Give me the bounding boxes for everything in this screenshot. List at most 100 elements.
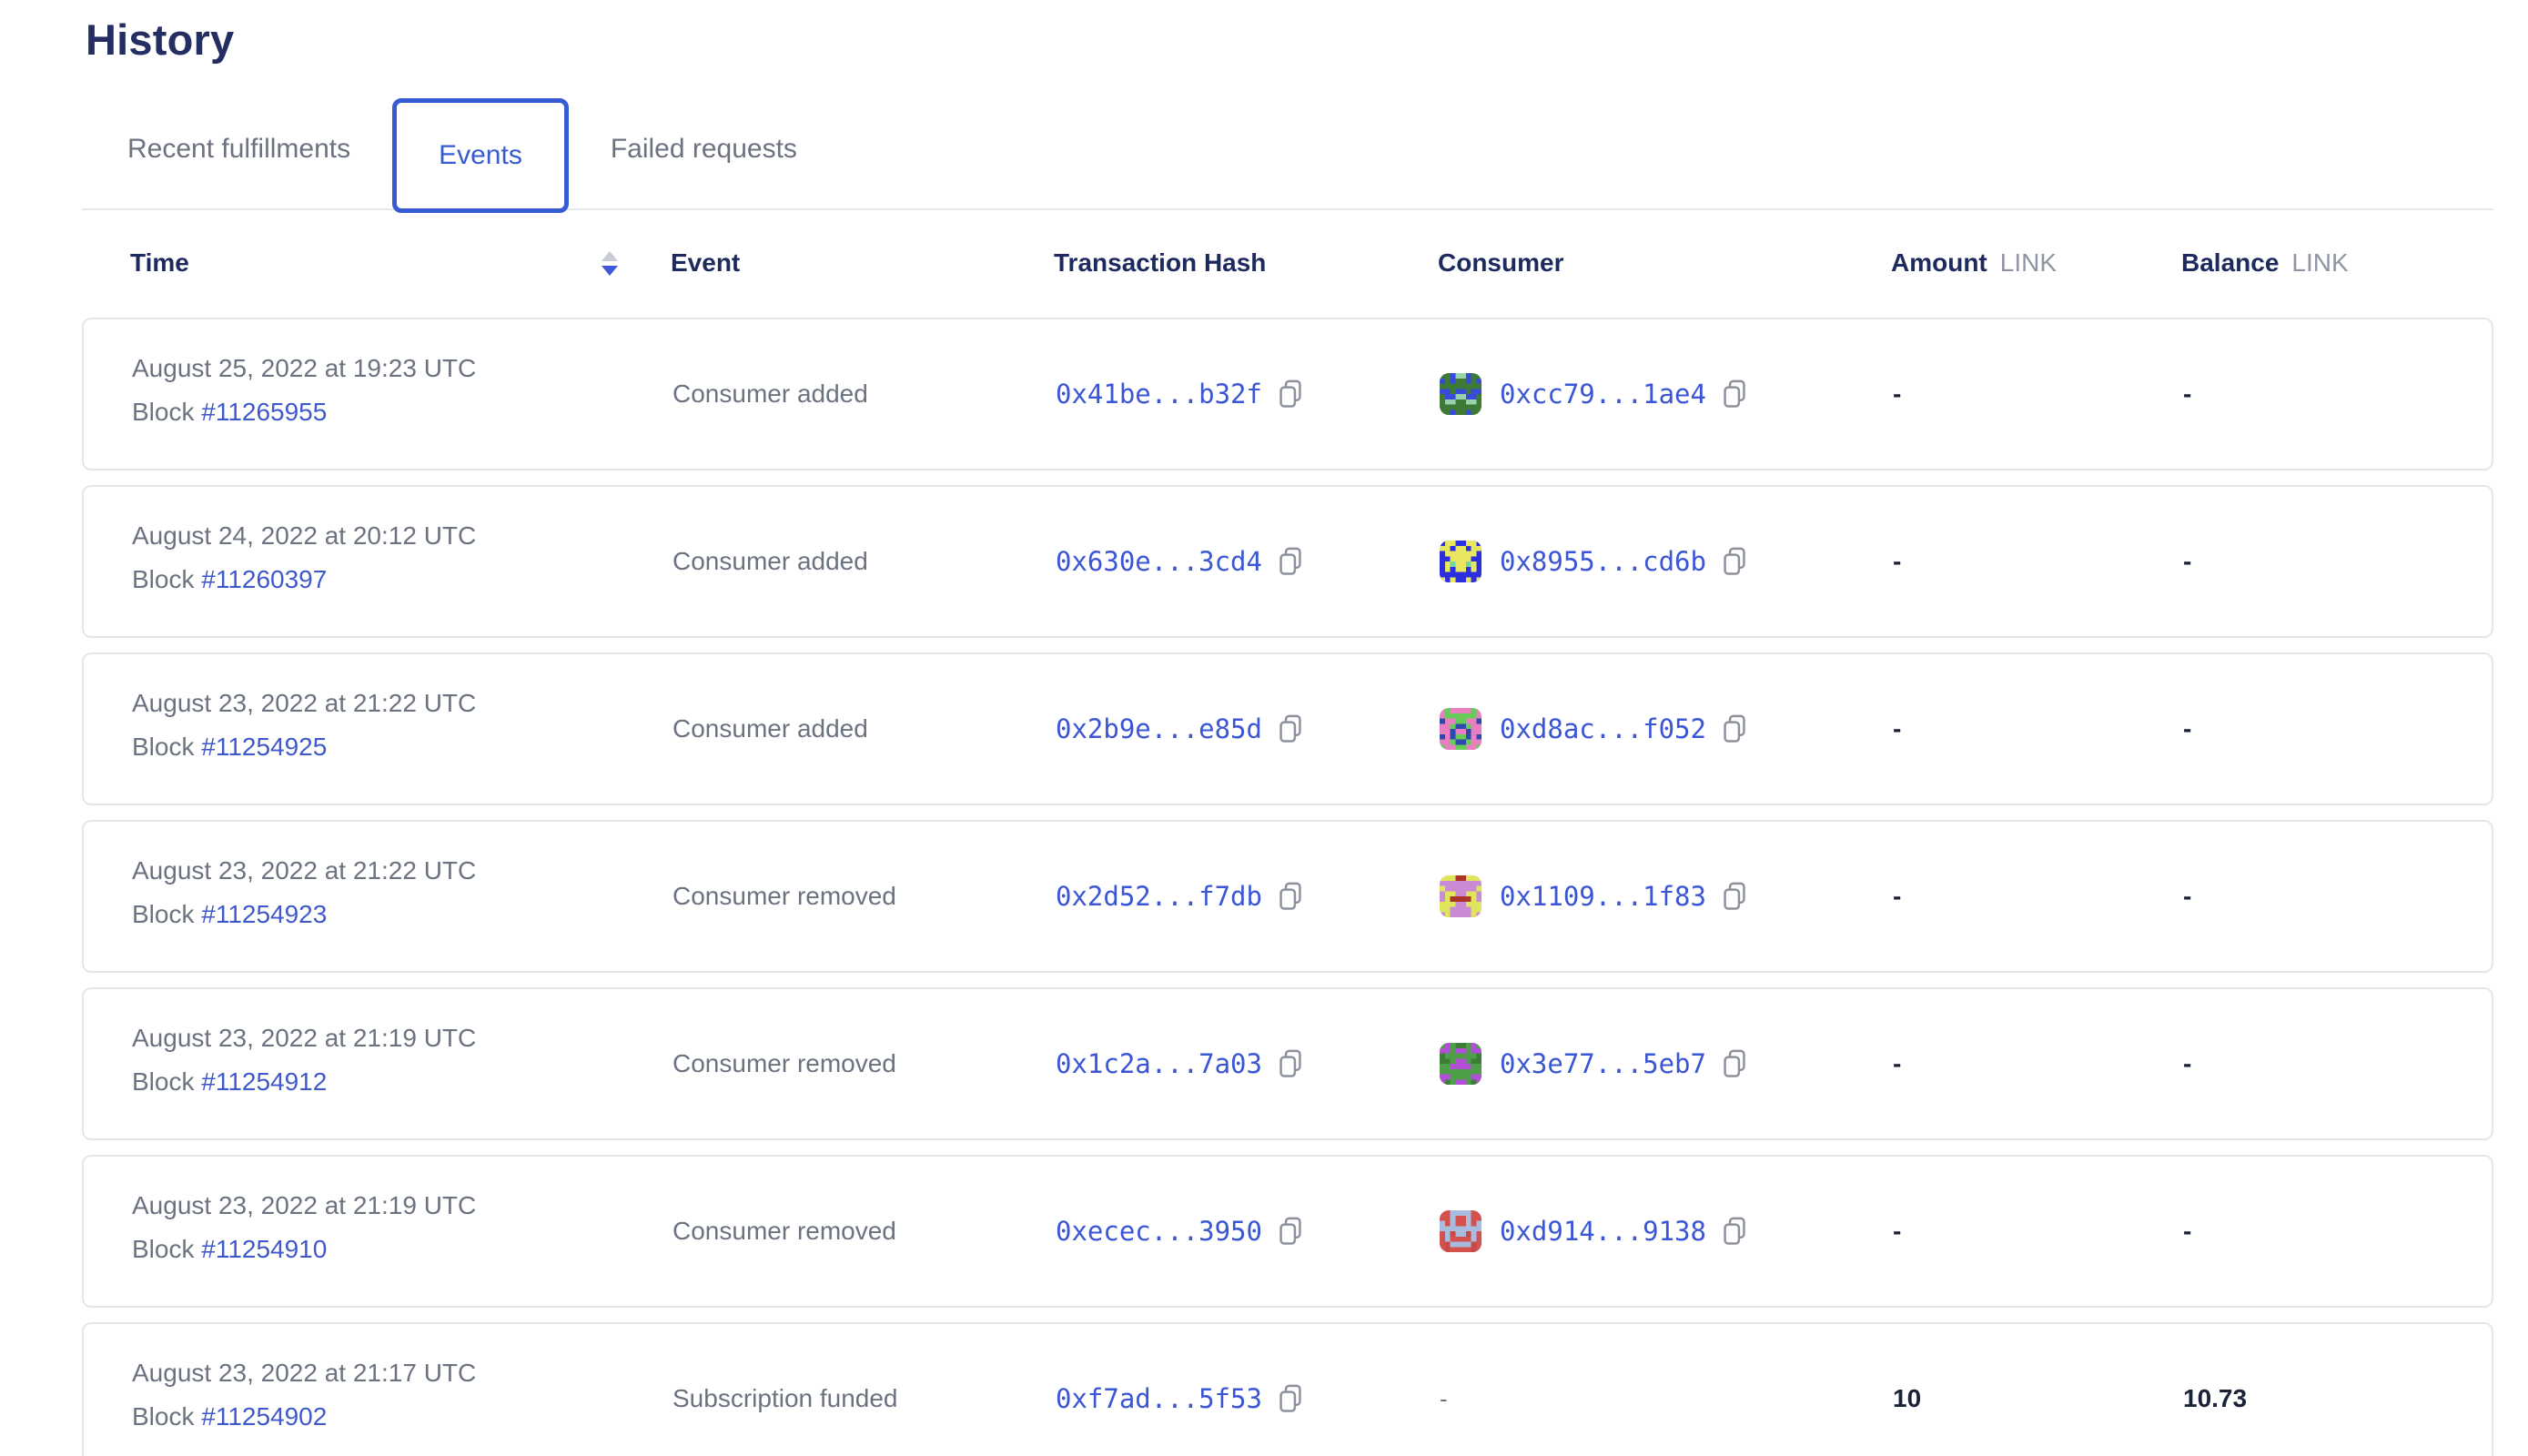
consumer-cell: - - <box>1440 1385 1893 1413</box>
identicon-green-pink <box>1440 708 1481 750</box>
transaction-hash-link[interactable]: 0x630e...3cd4 <box>1056 546 1262 577</box>
transaction-hash-link[interactable]: 0xf7ad...5f53 <box>1056 1383 1262 1414</box>
block-number-link[interactable]: #11254923 <box>201 900 328 928</box>
consumer-address-link[interactable]: 0x1109...1f83 <box>1500 881 1706 912</box>
column-unit-link: LINK <box>1999 248 2058 277</box>
row-balance: 10.73 <box>2183 1384 2248 1412</box>
copy-icon[interactable] <box>1277 1049 1304 1078</box>
row-timestamp: August 24, 2022 at 20:12 UTC <box>132 521 477 550</box>
copy-icon[interactable] <box>1721 379 1748 409</box>
row-event-type: Consumer added <box>672 547 868 575</box>
event-cell: Consumer removed <box>672 1217 1056 1246</box>
transaction-hash-link[interactable]: 0x2b9e...e85d <box>1056 713 1262 744</box>
sort-arrow-down-icon <box>602 265 618 276</box>
event-cell: Consumer added <box>672 547 1056 576</box>
consumer-empty-dash: - <box>1440 1384 1448 1412</box>
copy-icon[interactable] <box>1277 882 1304 911</box>
balance-cell: - <box>2183 882 2492 911</box>
time-cell: August 23, 2022 at 21:17 UTC Block #1125… <box>132 1359 672 1431</box>
block-number-link[interactable]: #11265955 <box>201 398 328 426</box>
amount-cell: - <box>1893 882 2183 911</box>
copy-icon[interactable] <box>1277 1384 1304 1413</box>
time-cell: August 23, 2022 at 21:22 UTC Block #1125… <box>132 856 672 929</box>
tab-events[interactable]: Events <box>392 98 569 213</box>
transaction-hash-cell: 0x2b9e...e85d <box>1056 713 1440 744</box>
row-timestamp: August 23, 2022 at 21:19 UTC <box>132 1024 477 1052</box>
row-balance: - <box>2183 547 2192 575</box>
tab-recent-fulfillments[interactable]: Recent fulfillments <box>127 134 351 164</box>
row-timestamp: August 23, 2022 at 21:17 UTC <box>132 1359 477 1387</box>
row-amount: - <box>1893 714 1902 743</box>
copy-icon[interactable] <box>1721 1049 1748 1078</box>
transaction-hash-link[interactable]: 0x1c2a...7a03 <box>1056 1048 1262 1079</box>
amount-cell: - <box>1893 714 2183 743</box>
row-timestamp: August 23, 2022 at 21:22 UTC <box>132 689 477 717</box>
event-cell: Subscription funded <box>672 1384 1056 1413</box>
row-amount: - <box>1893 379 1902 408</box>
block-prefix: Block <box>132 1402 202 1431</box>
consumer-address-link[interactable]: 0xd8ac...f052 <box>1500 713 1706 744</box>
time-cell: August 25, 2022 at 19:23 UTC Block #1126… <box>132 354 672 427</box>
block-number-link[interactable]: #11254925 <box>201 733 328 761</box>
block-number-link[interactable]: #11254910 <box>201 1235 328 1263</box>
sort-descending-icon[interactable] <box>602 250 618 276</box>
event-cell: Consumer removed <box>672 1049 1056 1078</box>
table-row: August 23, 2022 at 21:19 UTC Block #1125… <box>82 987 2493 1140</box>
block-prefix: Block <box>132 900 202 928</box>
copy-icon[interactable] <box>1277 547 1304 576</box>
block-prefix: Block <box>132 1067 202 1096</box>
copy-icon[interactable] <box>1277 379 1304 409</box>
event-cell: Consumer removed <box>672 882 1056 911</box>
row-block-line: Block #11254910 <box>132 1235 327 1264</box>
transaction-hash-cell: 0x630e...3cd4 <box>1056 546 1440 577</box>
block-number-link[interactable]: #11254912 <box>201 1067 328 1096</box>
time-cell: August 24, 2022 at 20:12 UTC Block #1126… <box>132 521 672 594</box>
row-event-type: Consumer removed <box>672 1217 896 1245</box>
tab-failed-requests[interactable]: Failed requests <box>610 134 797 164</box>
copy-icon[interactable] <box>1721 547 1748 576</box>
row-block-line: Block #11265955 <box>132 398 327 427</box>
consumer-cell: 0x8955...cd6b - <box>1440 541 1893 582</box>
block-prefix: Block <box>132 398 202 426</box>
consumer-cell: 0xd8ac...f052 - <box>1440 708 1893 750</box>
copy-icon[interactable] <box>1721 714 1748 743</box>
block-prefix: Block <box>132 1235 202 1263</box>
copy-icon[interactable] <box>1277 714 1304 743</box>
block-number-link[interactable]: #11254902 <box>201 1402 328 1431</box>
transaction-hash-link[interactable]: 0xecec...3950 <box>1056 1216 1262 1247</box>
row-block-line: Block #11260397 <box>132 565 327 594</box>
time-cell: August 23, 2022 at 21:19 UTC Block #1125… <box>132 1191 672 1264</box>
copy-icon[interactable] <box>1721 882 1748 911</box>
transaction-hash-link[interactable]: 0x2d52...f7db <box>1056 881 1262 912</box>
time-cell: August 23, 2022 at 21:19 UTC Block #1125… <box>132 1024 672 1097</box>
consumer-address-link[interactable]: 0xcc79...1ae4 <box>1500 379 1706 410</box>
identicon-green-purple <box>1440 1043 1481 1085</box>
row-balance: - <box>2183 714 2192 743</box>
consumer-address-link[interactable]: 0x3e77...5eb7 <box>1500 1048 1706 1079</box>
row-event-type: Consumer removed <box>672 1049 896 1077</box>
consumer-address-link[interactable]: 0xd914...9138 <box>1500 1216 1706 1247</box>
event-cell: Consumer added <box>672 379 1056 409</box>
row-event-type: Consumer removed <box>672 882 896 910</box>
amount-cell: - <box>1893 1049 2183 1078</box>
column-header-transaction-hash: Transaction Hash <box>1054 248 1267 277</box>
column-label-balance: Balance <box>2181 248 2280 277</box>
copy-icon[interactable] <box>1721 1217 1748 1246</box>
table-row: August 23, 2022 at 21:22 UTC Block #1125… <box>82 820 2493 973</box>
transaction-hash-cell: 0x41be...b32f <box>1056 379 1440 410</box>
column-unit-link: LINK <box>2291 248 2349 277</box>
consumer-cell: 0x1109...1f83 - <box>1440 875 1893 917</box>
row-balance: - <box>2183 882 2192 910</box>
amount-cell: - <box>1893 1217 2183 1246</box>
row-amount: - <box>1893 882 1902 910</box>
consumer-entry: 0xd8ac...f052 <box>1440 708 1748 750</box>
copy-icon[interactable] <box>1277 1217 1304 1246</box>
transaction-hash-cell: 0x1c2a...7a03 <box>1056 1048 1440 1079</box>
transaction-hash-link[interactable]: 0x41be...b32f <box>1056 379 1262 410</box>
row-event-type: Consumer added <box>672 714 868 743</box>
consumer-address-link[interactable]: 0x8955...cd6b <box>1500 546 1706 577</box>
consumer-entry: 0xcc79...1ae4 <box>1440 373 1748 415</box>
column-header-time: Time <box>130 248 671 278</box>
block-number-link[interactable]: #11260397 <box>201 565 328 593</box>
row-amount: - <box>1893 1217 1902 1245</box>
